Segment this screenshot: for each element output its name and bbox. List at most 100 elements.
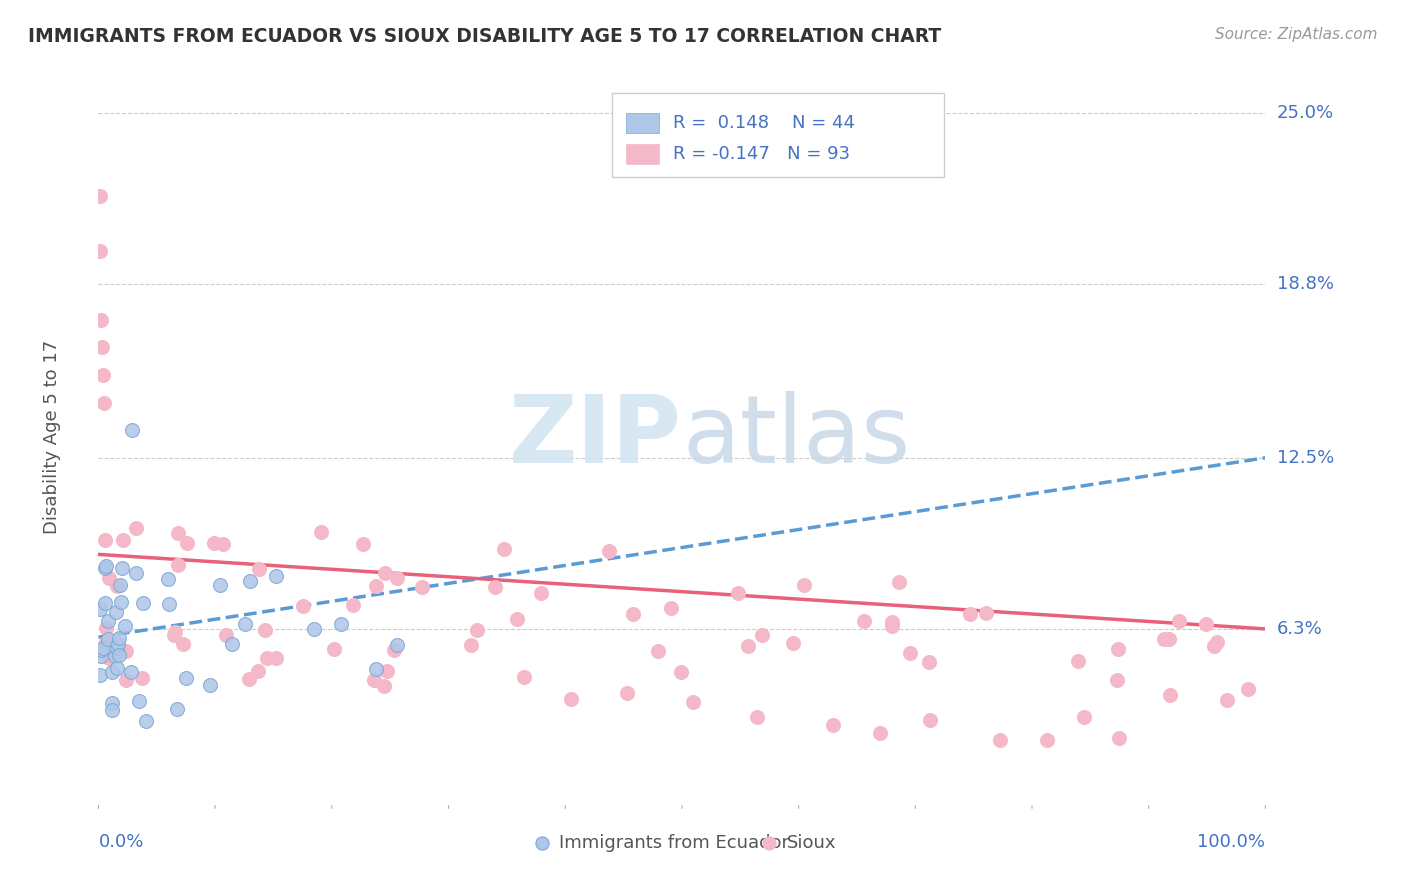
Point: [1073, 710, 1095, 724]
Point: [105, 661, 128, 675]
Point: [111, 533, 134, 548]
Point: [238, 672, 260, 686]
Point: [364, 663, 387, 677]
Point: [853, 614, 876, 628]
Point: [166, 525, 188, 540]
Point: [172, 636, 194, 650]
Point: [128, 693, 150, 707]
Point: [131, 671, 153, 685]
Point: [373, 679, 395, 693]
Point: [104, 649, 127, 664]
Point: [174, 671, 197, 685]
Point: [157, 572, 180, 586]
Point: [209, 578, 232, 592]
Point: [382, 643, 405, 657]
Point: [198, 678, 221, 692]
Point: [560, 691, 582, 706]
Point: [212, 537, 235, 551]
Point: [107, 631, 129, 645]
FancyBboxPatch shape: [612, 94, 945, 178]
Point: [465, 623, 488, 637]
Point: [329, 617, 352, 632]
Point: [411, 580, 433, 594]
Point: [823, 718, 845, 732]
Point: [342, 599, 364, 613]
Point: [94, 635, 117, 649]
Point: [322, 642, 344, 657]
Point: [246, 664, 269, 678]
Point: [135, 714, 157, 729]
Point: [988, 732, 1011, 747]
Point: [94, 596, 117, 610]
Point: [745, 710, 768, 724]
Point: [1159, 688, 1181, 702]
Point: [100, 665, 122, 679]
Point: [1067, 654, 1090, 668]
Point: [202, 536, 225, 550]
Point: [108, 578, 131, 592]
Text: Immigrants from Ecuador: Immigrants from Ecuador: [560, 834, 789, 852]
Point: [94, 559, 117, 574]
Point: [91, 640, 114, 655]
Point: [101, 703, 124, 717]
Point: [120, 665, 142, 679]
Text: Sioux: Sioux: [787, 834, 837, 852]
Point: [93, 368, 115, 382]
Point: [598, 544, 620, 558]
Point: [669, 665, 692, 679]
Point: [97, 632, 120, 646]
Point: [918, 713, 941, 727]
Point: [96, 614, 118, 628]
Point: [114, 618, 136, 632]
Text: ZIP: ZIP: [509, 391, 682, 483]
Point: [1216, 693, 1239, 707]
Point: [1159, 632, 1181, 647]
Point: [165, 624, 187, 639]
Point: [352, 537, 374, 551]
Point: [89, 602, 111, 616]
Bar: [626, 144, 658, 164]
Point: [918, 655, 941, 669]
Point: [659, 600, 682, 615]
Point: [869, 726, 891, 740]
Point: [1108, 731, 1130, 746]
Text: R =  0.148    N = 44: R = 0.148 N = 44: [672, 114, 855, 132]
Point: [1202, 639, 1225, 653]
Point: [125, 566, 148, 580]
Point: [1105, 673, 1128, 688]
Point: [621, 607, 644, 622]
Point: [309, 525, 332, 540]
Point: [974, 606, 997, 620]
Point: [727, 586, 749, 600]
Point: [233, 617, 256, 632]
Text: R = -0.147   N = 93: R = -0.147 N = 93: [672, 145, 849, 163]
Point: [221, 636, 243, 650]
Point: [166, 558, 188, 573]
Point: [101, 696, 124, 710]
Text: 12.5%: 12.5%: [1277, 449, 1334, 467]
Point: [647, 644, 669, 658]
Point: [97, 571, 120, 585]
Text: Source: ZipAtlas.com: Source: ZipAtlas.com: [1215, 27, 1378, 42]
Point: [959, 607, 981, 621]
Point: [1206, 635, 1229, 649]
Point: [1195, 616, 1218, 631]
Point: [90, 643, 112, 657]
Point: [492, 542, 515, 557]
Point: [374, 566, 396, 580]
Point: [264, 568, 287, 582]
Text: 100.0%: 100.0%: [1198, 833, 1265, 851]
Point: [104, 605, 127, 619]
Point: [387, 638, 409, 652]
Point: [215, 628, 238, 642]
Point: [254, 624, 277, 638]
Point: [682, 695, 704, 709]
Point: [110, 594, 132, 608]
Point: [89, 244, 111, 258]
Point: [751, 628, 773, 642]
Point: [387, 571, 409, 585]
Point: [176, 536, 198, 550]
Point: [484, 580, 506, 594]
Text: atlas: atlas: [682, 391, 910, 483]
Point: [121, 423, 143, 437]
